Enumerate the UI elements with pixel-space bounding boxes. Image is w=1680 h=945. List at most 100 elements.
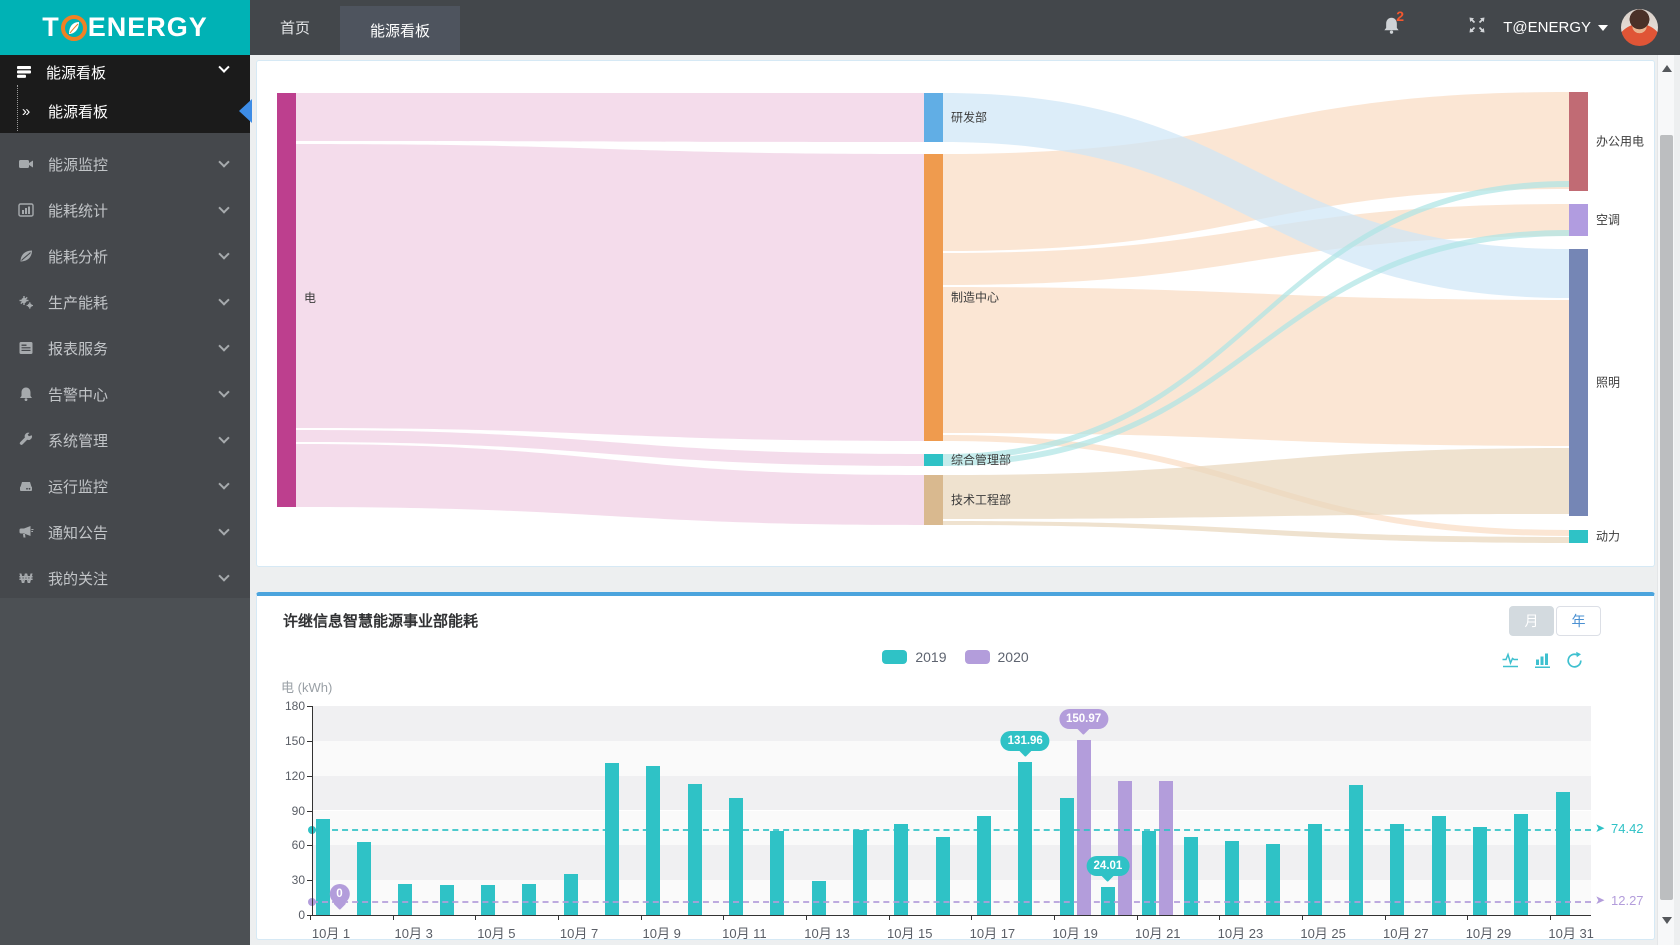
bar-2019-10月 27[interactable] xyxy=(1390,824,1405,915)
sidebar-item[interactable]: 告警中心 xyxy=(0,371,250,417)
average-value-2019: 74.42 xyxy=(1611,820,1644,836)
bar-2019-10月 28[interactable] xyxy=(1431,816,1446,915)
sidebar-subitem-energy-board[interactable]: » 能源看板 xyxy=(0,89,252,133)
bar-chart-plot[interactable]: 0 30 60 90 120 150 180 ➤ 74.42 ➤ 12.27 10月 1 10月 3 10… xyxy=(257,596,1656,941)
user-dropdown[interactable]: T@ENERGY xyxy=(1503,19,1608,36)
legend-item-2020[interactable]: 2020 xyxy=(964,649,1029,665)
sankey-node-label: 电 xyxy=(304,291,316,305)
bar-2019-10月 23[interactable] xyxy=(1224,840,1239,915)
sankey-link-zhizao-kongtiao[interactable] xyxy=(943,204,1569,285)
sankey-node-zhaoming[interactable] xyxy=(1569,249,1588,516)
bar-2019-10月 21[interactable] xyxy=(1142,831,1157,915)
bar-2019-10月 22[interactable] xyxy=(1183,837,1198,915)
sidebar-item-label: 能耗分析 xyxy=(48,248,109,266)
bar-2019-10月 6[interactable] xyxy=(522,883,537,915)
sankey-node-label: 技术工程部 xyxy=(951,492,1011,507)
bar-2020-10月 19[interactable] xyxy=(1076,739,1091,915)
bar-2019-10月 7[interactable] xyxy=(563,874,578,915)
tab-home[interactable]: 首页 xyxy=(280,20,311,37)
bar-2019-10月 24[interactable] xyxy=(1266,844,1281,915)
x-tick-mark xyxy=(1384,915,1386,920)
page-scrollbar[interactable] xyxy=(1657,55,1674,945)
sankey-link-dian-jishu[interactable] xyxy=(296,444,924,525)
sidebar-item[interactable]: 通知公告 xyxy=(0,509,250,555)
bar-2019-10月 11[interactable] xyxy=(728,797,743,915)
sidebar-item[interactable]: 运行监控 xyxy=(0,463,250,509)
bar-2019-10月 4[interactable] xyxy=(439,884,454,915)
bar-2019-10月 8[interactable] xyxy=(604,762,619,915)
bar-2019-10月 13[interactable] xyxy=(811,881,826,915)
bar-2019-10月 18[interactable] xyxy=(1018,761,1033,915)
marker-pin-2019-max[interactable]: 131.96 xyxy=(1000,730,1050,751)
bar-2019-10月 26[interactable] xyxy=(1348,784,1363,915)
bar-2019-10月 14[interactable] xyxy=(852,830,867,915)
sidebar-item[interactable]: 生产能耗 xyxy=(0,279,250,325)
month-button[interactable]: 月 xyxy=(1509,606,1554,636)
bar-2019-10月 5[interactable] xyxy=(480,884,495,915)
sankey-link-zhizao-zhaoming[interactable] xyxy=(943,287,1569,446)
legend-item-2019[interactable]: 2019 xyxy=(882,649,947,665)
sankey-link-jishu-dongli[interactable] xyxy=(943,521,1569,543)
bar-2019-10月 31[interactable] xyxy=(1555,791,1570,915)
line-chart-icon[interactable] xyxy=(1501,651,1520,670)
sankey-node-zhizao[interactable] xyxy=(924,154,943,441)
sankey-node-jishu[interactable] xyxy=(924,475,943,525)
sankey-node-zonghe[interactable] xyxy=(924,454,943,466)
bar-chart-icon[interactable] xyxy=(1533,651,1552,670)
marker-pin-2020-max[interactable]: 150.97 xyxy=(1059,708,1109,729)
sankey-link-jishu-zhaoming[interactable] xyxy=(943,448,1569,519)
bar-2019-10月 17[interactable] xyxy=(976,816,991,915)
bar-2019-10月 1[interactable] xyxy=(315,818,330,915)
marker-pin-2019-min[interactable]: 24.01 xyxy=(1086,856,1130,877)
sankey-node-dongli[interactable] xyxy=(1569,530,1588,543)
x-axis-label: 10月 25 xyxy=(1300,926,1346,941)
report-icon xyxy=(16,340,36,356)
scrollbar-thumb[interactable] xyxy=(1660,135,1673,900)
refresh-icon[interactable] xyxy=(1565,651,1584,670)
sankey-link-dian-zhizao[interactable] xyxy=(296,144,924,441)
bar-2019-10月 15[interactable] xyxy=(894,824,909,915)
avatar[interactable] xyxy=(1621,9,1658,46)
scrollbar-up-arrow-icon[interactable] xyxy=(1662,65,1672,72)
sidebar-item[interactable]: 能耗统计 xyxy=(0,187,250,233)
year-button[interactable]: 年 xyxy=(1556,606,1601,636)
bar-2020-10月 20[interactable] xyxy=(1117,781,1132,915)
bar-2019-10月 2[interactable] xyxy=(356,841,371,915)
x-tick-mark xyxy=(723,915,725,920)
sidebar-item[interactable]: 报表服务 xyxy=(0,325,250,371)
sankey-link-dian-yanfa[interactable] xyxy=(296,93,924,142)
sidebar-item[interactable]: 能耗分析 xyxy=(0,233,250,279)
bar-2019-10月 3[interactable] xyxy=(398,883,413,915)
sankey-link-zonghe-kongtiao[interactable] xyxy=(943,230,1569,466)
bar-2019-10月 12[interactable] xyxy=(770,831,785,915)
bar-2020-10月 21[interactable] xyxy=(1159,781,1174,915)
fullscreen-icon[interactable] xyxy=(1467,15,1487,40)
x-axis-label: 10月 19 xyxy=(1052,926,1098,941)
chevron-down-icon xyxy=(218,340,230,352)
sidebar-group-energy-board[interactable]: 能源看板 xyxy=(0,55,250,89)
sankey-node-kongtiao[interactable] xyxy=(1569,204,1588,236)
scrollbar-down-arrow-icon[interactable] xyxy=(1662,917,1672,924)
sankey-link-dian-zonghe[interactable] xyxy=(296,430,924,466)
sidebar-item[interactable]: ₩ 我的关注 xyxy=(0,555,250,601)
bar-2019-10月 19[interactable] xyxy=(1059,797,1074,915)
notification-bell-icon[interactable]: 2 xyxy=(1382,8,1404,40)
sidebar-item[interactable]: 能源监控 xyxy=(0,141,250,187)
sidebar-item[interactable]: 系统管理 xyxy=(0,417,250,463)
bar-2019-10月 16[interactable] xyxy=(935,837,950,915)
sankey-node-yanfa[interactable] xyxy=(924,93,943,142)
bar-2019-10月 9[interactable] xyxy=(646,766,661,915)
stats-icon xyxy=(16,202,36,218)
legend-swatch xyxy=(964,650,990,664)
sankey-link-yanfa-zhaoming[interactable] xyxy=(943,93,1569,298)
bar-2019-10月 30[interactable] xyxy=(1514,813,1529,915)
sankey-node-bangong[interactable] xyxy=(1569,92,1588,191)
sankey-node-dian[interactable] xyxy=(277,93,296,507)
marker-pin-2020-min[interactable]: 0 xyxy=(329,884,350,904)
sankey-link-zonghe-bangong[interactable] xyxy=(943,181,1569,460)
bar-2019-10月 25[interactable] xyxy=(1307,824,1322,915)
bar-2019-10月 10[interactable] xyxy=(687,783,702,915)
bar-2019-10月 29[interactable] xyxy=(1472,826,1487,915)
tab-energy-board[interactable]: 能源看板 xyxy=(340,6,461,55)
